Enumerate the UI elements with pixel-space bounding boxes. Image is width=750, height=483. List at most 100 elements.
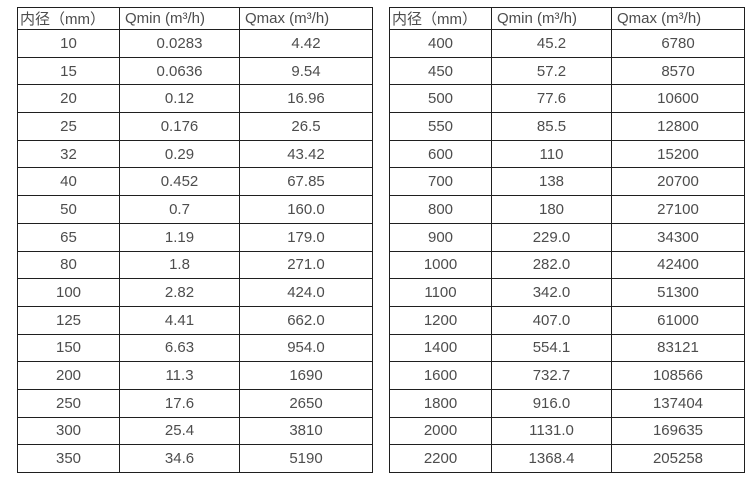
table-cell: 61000 bbox=[611, 305, 745, 335]
table-cell: 424.0 bbox=[239, 278, 373, 307]
table-cell: 6.63 bbox=[119, 333, 240, 363]
flow-range-table-small-diameters: 内径（mm） Qmin (m³/h) Qmax (m³/h) 10 0.0283 4.42… bbox=[17, 7, 373, 473]
table-row: 32 0.29 43.42 bbox=[17, 139, 373, 169]
table-cell: 554.1 bbox=[491, 333, 612, 363]
table-row: 15 0.0636 9.54 bbox=[17, 56, 373, 86]
table-cell: 1368.4 bbox=[491, 444, 612, 473]
table-cell: 11.3 bbox=[119, 361, 240, 390]
table-cell: 1800 bbox=[389, 388, 492, 418]
table-cell: 65 bbox=[17, 222, 120, 252]
table-cell: 108566 bbox=[611, 361, 745, 390]
table-cell: 900 bbox=[389, 222, 492, 252]
table-cell: 250 bbox=[17, 388, 120, 418]
table-cell: 85.5 bbox=[491, 112, 612, 141]
table-row: 450 57.2 8570 bbox=[389, 56, 745, 86]
table-cell: 169635 bbox=[611, 416, 745, 446]
table-cell: 77.6 bbox=[491, 84, 612, 114]
table-cell: 2.82 bbox=[119, 278, 240, 307]
table-row: 250 17.6 2650 bbox=[17, 388, 373, 418]
table-cell: 4.42 bbox=[239, 29, 373, 58]
table-cell: 10 bbox=[17, 29, 120, 58]
table-row: 200 11.3 1690 bbox=[17, 361, 373, 390]
table-row: 10 0.0283 4.42 bbox=[17, 29, 373, 58]
table-row: 50 0.7 160.0 bbox=[17, 195, 373, 224]
table-row: 80 1.8 271.0 bbox=[17, 250, 373, 280]
table-cell: 10600 bbox=[611, 84, 745, 114]
table-cell: 51300 bbox=[611, 278, 745, 307]
table-cell: 0.7 bbox=[119, 195, 240, 224]
table-cell: 662.0 bbox=[239, 305, 373, 335]
table-cell: 16.96 bbox=[239, 84, 373, 114]
table-cell: 34300 bbox=[611, 222, 745, 252]
table-row: 2000 1131.0 169635 bbox=[389, 416, 745, 446]
table-cell: 1200 bbox=[389, 305, 492, 335]
table-cell: 6780 bbox=[611, 29, 745, 58]
table-row: 65 1.19 179.0 bbox=[17, 222, 373, 252]
table-cell: 25.4 bbox=[119, 416, 240, 446]
table-cell: 110 bbox=[491, 139, 612, 169]
table-cell: 27100 bbox=[611, 195, 745, 224]
table-cell: 1.19 bbox=[119, 222, 240, 252]
table-row: 40 0.452 67.85 bbox=[17, 167, 373, 197]
flow-range-table-large-diameters: 内径（mm） Qmin (m³/h) Qmax (m³/h) 400 45.2 6780 4… bbox=[389, 7, 745, 473]
table-cell: 350 bbox=[17, 444, 120, 473]
table-row: 1100 342.0 51300 bbox=[389, 278, 745, 307]
table-row: 150 6.63 954.0 bbox=[17, 333, 373, 363]
table-cell: 1100 bbox=[389, 278, 492, 307]
table-cell: 4.41 bbox=[119, 305, 240, 335]
table-cell: 12800 bbox=[611, 112, 745, 141]
table-cell: 9.54 bbox=[239, 56, 373, 86]
column-header: Qmin (m³/h) bbox=[119, 7, 240, 30]
table-cell: 600 bbox=[389, 139, 492, 169]
table-cell: 67.85 bbox=[239, 167, 373, 197]
header-row: 内径（mm） Qmin (m³/h) Qmax (m³/h) bbox=[17, 7, 373, 30]
table-cell: 137404 bbox=[611, 388, 745, 418]
table-row: 1800 916.0 137404 bbox=[389, 388, 745, 418]
table-cell: 150 bbox=[17, 333, 120, 363]
column-header: Qmin (m³/h) bbox=[491, 7, 612, 30]
table-cell: 20 bbox=[17, 84, 120, 114]
table-cell: 1400 bbox=[389, 333, 492, 363]
column-header: 内径（mm） bbox=[17, 7, 120, 30]
table-cell: 2200 bbox=[389, 444, 492, 473]
table-cell: 1.8 bbox=[119, 250, 240, 280]
table-cell: 32 bbox=[17, 139, 120, 169]
table-cell: 700 bbox=[389, 167, 492, 197]
table-row: 600 110 15200 bbox=[389, 139, 745, 169]
table-row: 125 4.41 662.0 bbox=[17, 305, 373, 335]
table-cell: 205258 bbox=[611, 444, 745, 473]
table-cell: 500 bbox=[389, 84, 492, 114]
table-row: 1400 554.1 83121 bbox=[389, 333, 745, 363]
column-header: Qmax (m³/h) bbox=[611, 7, 745, 30]
table-cell: 342.0 bbox=[491, 278, 612, 307]
table-cell: 200 bbox=[17, 361, 120, 390]
table-cell: 0.29 bbox=[119, 139, 240, 169]
table-cell: 138 bbox=[491, 167, 612, 197]
table-row: 500 77.6 10600 bbox=[389, 84, 745, 114]
table-cell: 5190 bbox=[239, 444, 373, 473]
table-row: 550 85.5 12800 bbox=[389, 112, 745, 141]
table-cell: 0.176 bbox=[119, 112, 240, 141]
table-cell: 0.12 bbox=[119, 84, 240, 114]
table-cell: 229.0 bbox=[491, 222, 612, 252]
table-cell: 450 bbox=[389, 56, 492, 86]
table-cell: 954.0 bbox=[239, 333, 373, 363]
table-cell: 1600 bbox=[389, 361, 492, 390]
table-cell: 407.0 bbox=[491, 305, 612, 335]
table-cell: 8570 bbox=[611, 56, 745, 86]
table-row: 1200 407.0 61000 bbox=[389, 305, 745, 335]
table-cell: 125 bbox=[17, 305, 120, 335]
table-cell: 0.452 bbox=[119, 167, 240, 197]
table-cell: 83121 bbox=[611, 333, 745, 363]
table-cell: 1131.0 bbox=[491, 416, 612, 446]
table-cell: 26.5 bbox=[239, 112, 373, 141]
table-row: 900 229.0 34300 bbox=[389, 222, 745, 252]
table-cell: 916.0 bbox=[491, 388, 612, 418]
table-cell: 282.0 bbox=[491, 250, 612, 280]
table-cell: 80 bbox=[17, 250, 120, 280]
table-cell: 3810 bbox=[239, 416, 373, 446]
table-cell: 15 bbox=[17, 56, 120, 86]
table-row: 25 0.176 26.5 bbox=[17, 112, 373, 141]
table-cell: 160.0 bbox=[239, 195, 373, 224]
